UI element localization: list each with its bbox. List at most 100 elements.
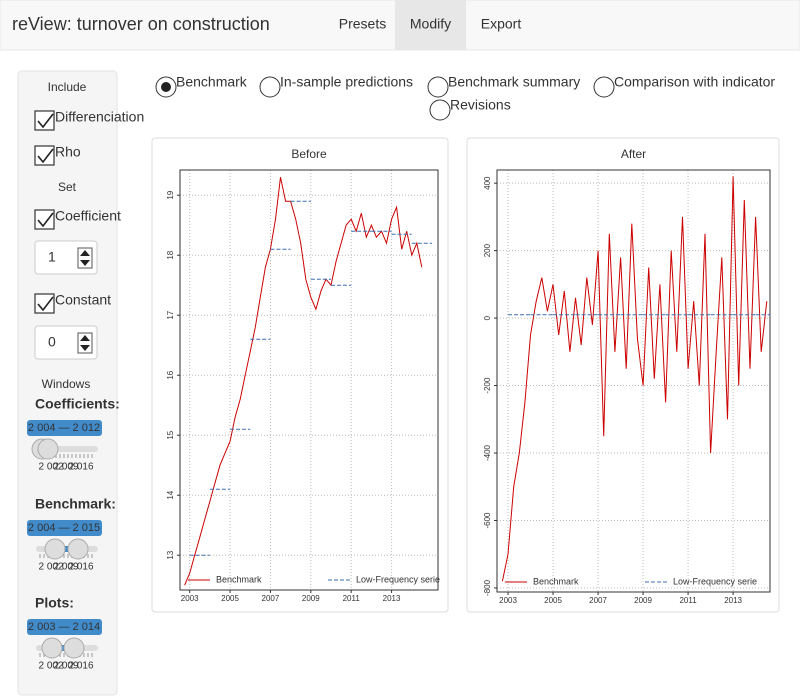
slider-knob[interactable]	[44, 538, 66, 560]
spin-down	[80, 260, 90, 266]
radio[interactable]	[429, 99, 451, 121]
slider-tick: 2 016	[68, 462, 93, 473]
spin-down	[80, 345, 90, 351]
x-tick-label: 2013	[724, 596, 742, 605]
slider-knob[interactable]	[37, 438, 59, 460]
x-tick-label: 2003	[181, 594, 199, 603]
spin-box	[77, 332, 93, 354]
check-mark	[37, 296, 54, 312]
slider-label: Plots:	[35, 595, 74, 611]
spin-up	[80, 335, 90, 341]
radio[interactable]	[427, 76, 449, 98]
slider-tick: 2 016	[68, 562, 93, 573]
slider-tick: 2 002	[38, 562, 63, 573]
x-tick-label: 2007	[262, 594, 280, 603]
series-line	[184, 177, 423, 586]
radio[interactable]	[593, 76, 615, 98]
y-tick-label: -800	[483, 579, 492, 596]
check-mark	[37, 148, 54, 164]
legend-label: Benchmark	[216, 574, 262, 584]
slider-tick: 2 009	[53, 562, 78, 573]
slider-range: 2 004 — 2 015	[28, 522, 100, 534]
nav-tab[interactable]: Modify	[410, 16, 451, 32]
checkbox[interactable]	[34, 209, 55, 230]
app-title: reView: turnover on construction	[12, 14, 270, 34]
slider-bar	[52, 645, 74, 651]
chart-title: After	[621, 147, 646, 161]
heading: Windows	[42, 377, 91, 391]
y-tick-label: 19	[166, 190, 175, 199]
spin-box	[77, 247, 93, 269]
input-value: 0	[48, 334, 56, 350]
y-tick-label: 14	[166, 490, 175, 499]
legend-label: Low-Frequency serie	[673, 576, 757, 586]
nav-tab[interactable]: Presets	[339, 16, 386, 32]
chart-panel	[466, 137, 780, 613]
nav-tab[interactable]: Export	[481, 16, 522, 32]
input-value: 1	[48, 249, 56, 265]
x-tick-label: 2011	[679, 596, 697, 605]
y-tick-label: 13	[166, 550, 175, 559]
y-tick-label: 16	[166, 370, 175, 379]
radio[interactable]	[259, 76, 281, 98]
slider-tick: 2 002	[38, 661, 63, 672]
checkbox-label: Constant	[55, 292, 111, 308]
y-tick-label: 18	[166, 250, 175, 259]
slider-range-box	[27, 619, 102, 635]
slider-tick: 2 009	[53, 462, 78, 473]
y-tick-label: -200	[483, 377, 492, 394]
numeric-input[interactable]	[34, 240, 98, 275]
checkbox-label: Coefficient	[55, 208, 121, 224]
radio-label: Revisions	[450, 97, 511, 113]
x-tick-label: 2009	[634, 596, 652, 605]
y-tick-label: 0	[483, 315, 492, 320]
y-tick-label: -400	[483, 444, 492, 461]
plot-frame	[179, 169, 439, 591]
x-tick-label: 2013	[383, 594, 401, 603]
checkbox[interactable]	[34, 145, 55, 166]
y-tick-label: 17	[166, 310, 175, 319]
slider-knob[interactable]	[63, 637, 85, 659]
chart-title: Before	[291, 147, 327, 161]
active-tab-bg	[395, 0, 466, 50]
radio-label: Benchmark summary	[448, 74, 580, 90]
check-mark	[37, 212, 54, 228]
plot-frame	[496, 169, 771, 593]
legend-label: Low-Frequency serie	[356, 574, 440, 584]
check-mark	[37, 113, 54, 129]
x-tick-label: 2007	[589, 596, 607, 605]
slider-label: Coefficients:	[35, 396, 120, 412]
y-tick-label: -600	[483, 512, 492, 529]
heading: Set	[58, 180, 77, 194]
radio-label: Benchmark	[176, 74, 248, 90]
radio-dot	[161, 82, 171, 92]
series-line	[501, 176, 768, 582]
y-tick-label: 400	[483, 176, 492, 190]
slider-tick: 2 016	[68, 661, 93, 672]
slider-label: Benchmark:	[35, 496, 116, 512]
slider-range: 2 003 — 2 014	[28, 621, 100, 633]
x-tick-label: 2005	[544, 596, 562, 605]
x-tick-label: 2003	[499, 596, 517, 605]
y-tick-label: 200	[483, 243, 492, 257]
slider-tick: 2 002	[38, 462, 63, 473]
numeric-input[interactable]	[34, 325, 98, 360]
radio-label: In-sample predictions	[280, 74, 413, 90]
checkbox-label: Differenciation	[55, 109, 144, 125]
legend-label: Benchmark	[533, 576, 579, 586]
checkbox-label: Rho	[55, 144, 81, 160]
slider-range-box	[27, 520, 102, 536]
slider-knob[interactable]	[67, 538, 89, 560]
x-tick-label: 2005	[221, 594, 239, 603]
slider-bar	[55, 546, 78, 552]
slider-range: 2 004 — 2 012	[28, 422, 100, 434]
heading: Include	[48, 80, 87, 94]
spin-up	[80, 250, 90, 256]
y-tick-label: 15	[166, 430, 175, 439]
slider-range-box	[27, 420, 102, 436]
checkbox[interactable]	[34, 110, 55, 131]
x-tick-label: 2009	[302, 594, 320, 603]
checkbox[interactable]	[34, 293, 55, 314]
slider-knob[interactable]	[41, 637, 63, 659]
